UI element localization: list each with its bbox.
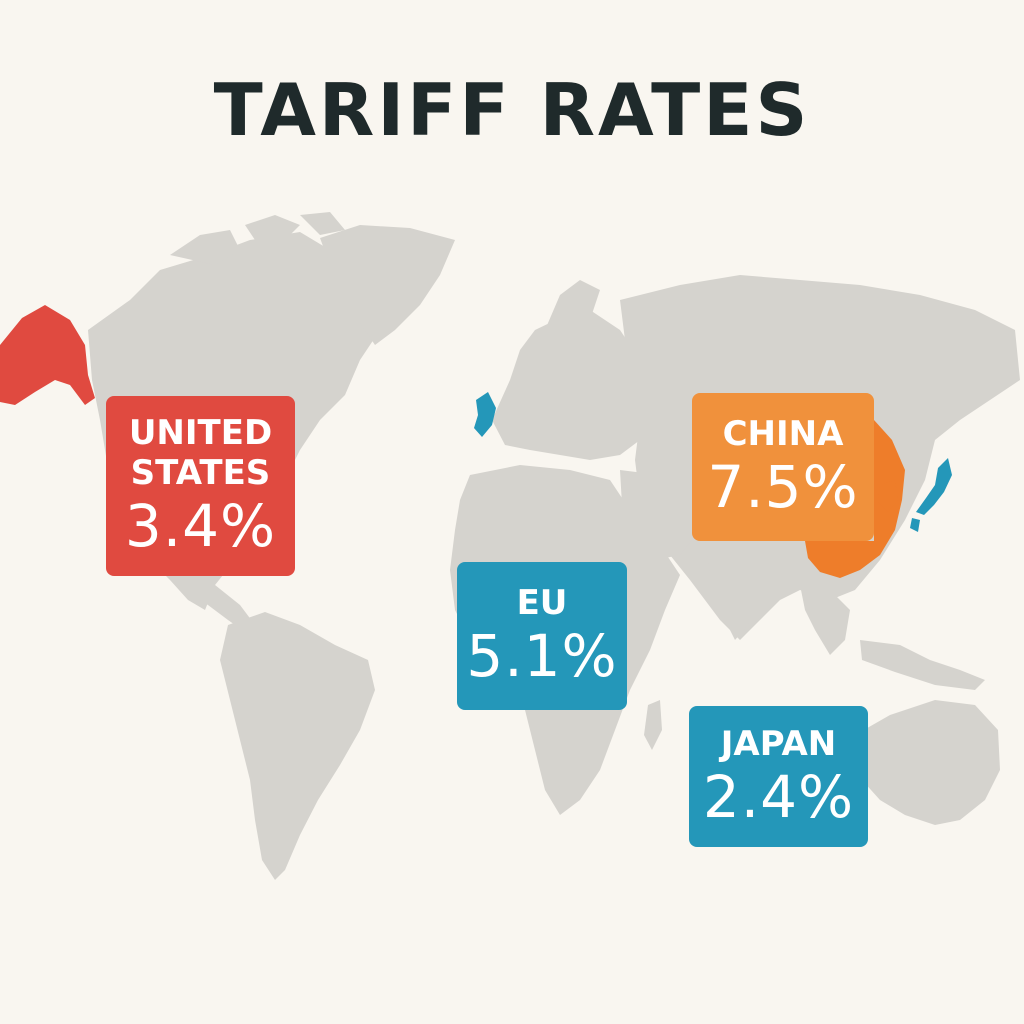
arctic-islands bbox=[170, 212, 345, 265]
scandinavia-landmass bbox=[545, 280, 600, 340]
korea-territory bbox=[878, 480, 898, 512]
china-rate: 7.5% bbox=[707, 453, 859, 521]
japan-territory bbox=[910, 458, 952, 532]
eu-callout: EU 5.1% bbox=[457, 562, 627, 710]
alaska-territory bbox=[0, 305, 95, 405]
india-landmass bbox=[705, 535, 770, 640]
eu-rate: 5.1% bbox=[466, 622, 618, 690]
page-title: TARIFF RATES bbox=[213, 68, 811, 152]
china-label: CHINA bbox=[722, 414, 844, 454]
japan-label: JAPAN bbox=[720, 723, 837, 764]
madagascar-landmass bbox=[644, 700, 662, 750]
japan-rate: 2.4% bbox=[702, 762, 855, 831]
europe-landmass bbox=[492, 310, 650, 460]
united-states-label: UNITED STATES bbox=[128, 413, 273, 493]
uk-territory bbox=[474, 392, 496, 437]
united-states-callout: UNITED STATES 3.4% bbox=[106, 396, 295, 576]
china-territory bbox=[805, 420, 905, 578]
australia-landmass bbox=[855, 700, 1000, 825]
south-america-landmass bbox=[220, 612, 375, 880]
eu-label: EU bbox=[516, 583, 568, 623]
united-states-rate: 3.4% bbox=[124, 492, 277, 560]
china-callout: CHINA 7.5% bbox=[692, 393, 874, 541]
southeast-asia-landmass bbox=[800, 585, 985, 690]
japan-callout: JAPAN 2.4% bbox=[689, 706, 868, 847]
greenland-landmass bbox=[320, 225, 455, 345]
central-america-landmass bbox=[185, 575, 255, 632]
